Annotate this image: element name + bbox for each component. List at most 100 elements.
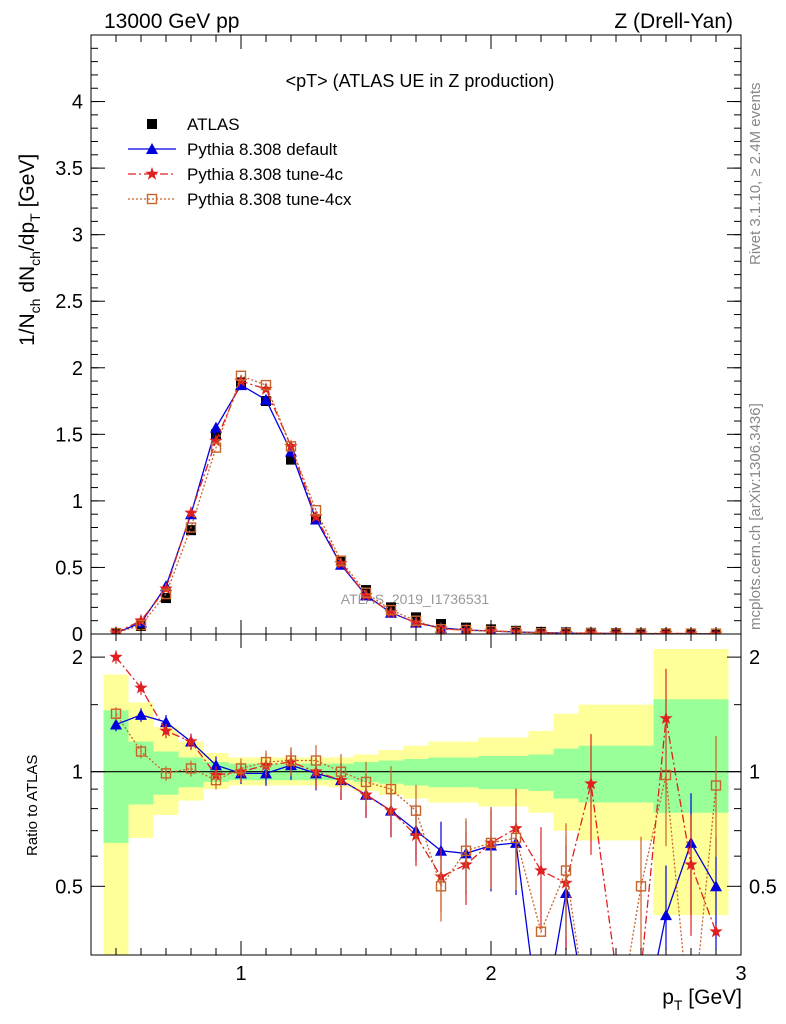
ratio-y-tick-label-left: 1: [72, 762, 83, 784]
ratio-point-pythia-8-308-tune-4cx: [485, 837, 497, 849]
main-point-atlas: [286, 454, 296, 465]
main-y-tick-label: 1.5: [55, 424, 83, 446]
main-y-tick-label: 3: [72, 225, 83, 247]
ratio-point-pythia-8-308-tune-4cx: [385, 783, 397, 795]
ratio-point-pythia-8-308-tune-4cx: [110, 708, 122, 719]
legend: ATLAS Pythia 8.308 default Pythia 8.308 tu…: [128, 115, 352, 209]
ratio-band-inner: [603, 745, 629, 803]
main-point-atlas: [186, 525, 196, 536]
main-point-pythia-8-308-tune-4cx: [335, 555, 347, 566]
ratio-band-inner: [453, 757, 479, 788]
main-y-tick-label: 3.5: [55, 158, 83, 180]
ratio-band-inner: [103, 710, 129, 843]
main-point-pythia-8-308-tune-4c: [159, 581, 173, 595]
main-point-pythia-8-308-tune-4cx: [185, 522, 197, 533]
ratio-point-pythia-8-308-tune-4c: [659, 711, 673, 725]
ratio-point-pythia-8-308-tune-4c: [534, 863, 548, 877]
main-y-tick-label: 4: [72, 92, 83, 114]
ratio-point-pythia-8-308-tune-4c: [109, 650, 123, 663]
ratio-point-pythia-8-308-tune-4cx: [335, 766, 347, 777]
main-y-tick-label: 2.5: [55, 291, 83, 313]
main-point-pythia-8-308-default: [260, 393, 272, 405]
ratio-point-pythia-8-308-tune-4cx: [460, 845, 472, 856]
main-y-tick-label: 0: [72, 624, 83, 646]
main-point-pythia-8-308-tune-4c: [209, 434, 223, 447]
legend-label-atlas: ATLAS: [187, 115, 240, 134]
ratio-point-pythia-8-308-tune-4cx: [660, 769, 672, 781]
ratio-point-pythia-8-308-tune-4c: [584, 776, 598, 790]
axes: 0 0.5 1 1.5 2 2.5 3 3.5 4 1 2 3 0.5 0.5 1 1 2 2: [55, 34, 777, 985]
ratio-y-tick-label-left: 0.5: [55, 876, 83, 898]
process-label: Z (Drell-Yan): [614, 10, 733, 33]
ratio-y-axis-label: Ratio to ATLAS: [24, 755, 41, 856]
ratio-point-pythia-8-308-tune-4c: [609, 964, 622, 977]
main-point-pythia-8-308-tune-4cx: [360, 587, 372, 598]
main-point-pythia-8-308-tune-4cx: [460, 624, 472, 634]
main-point-pythia-8-308-tune-4c: [334, 556, 348, 570]
ratio-point-pythia-8-308-tune-4cx: [510, 832, 522, 844]
main-point-pythia-8-308-tune-4c: [309, 509, 323, 523]
main-point-pythia-8-308-tune-4cx: [385, 604, 397, 616]
ratio-point-pythia-8-308-default: [135, 708, 147, 720]
ratio-y-tick-label-right: 2: [749, 647, 760, 669]
ratio-point-pythia-8-308-default: [110, 718, 122, 730]
ratio-point-pythia-8-308-tune-4cx: [535, 926, 547, 937]
legend-label-pythia-8-308-default: Pythia 8.308 default: [187, 140, 338, 159]
ratio-point-pythia-8-308-tune-4cx: [435, 881, 447, 892]
main-line-pythia-8-308-tune-4cx: [115, 374, 717, 634]
ratio-panel-data: [91, 650, 741, 977]
legend-marker-pythia-8-308-tune-4cx: [146, 193, 158, 205]
ratio-band-inner: [503, 755, 529, 790]
main-point-pythia-8-308-tune-4c: [359, 588, 373, 602]
ratio-point-pythia-8-308-tune-4cx: [285, 755, 297, 766]
ratio-point-pythia-8-308-tune-4c: [134, 680, 148, 694]
ratio-band-inner: [428, 757, 454, 788]
ratio-point-pythia-8-308-tune-4cx: [710, 780, 722, 791]
ratio-point-pythia-8-308-tune-4cx: [185, 763, 197, 774]
ratio-point-pythia-8-308-tune-4cx: [235, 763, 247, 774]
ratio-point-pythia-8-308-tune-4c: [184, 734, 198, 748]
ratio-band-inner: [553, 748, 579, 799]
energy-label: 13000 GeV pp: [104, 10, 239, 33]
main-point-pythia-8-308-tune-4c: [184, 505, 198, 519]
main-point-pythia-8-308-tune-4cx: [285, 441, 297, 452]
main-point-pythia-8-308-tune-4cx: [160, 588, 172, 600]
main-point-pythia-8-308-tune-4cx: [235, 370, 247, 381]
ratio-point-pythia-8-308-tune-4c: [684, 857, 698, 871]
ratio-band-inner: [528, 754, 554, 791]
ratio-point-pythia-8-308-tune-4c: [709, 924, 723, 938]
ratio-y-tick-label-right: 1: [749, 762, 760, 784]
ratio-point-pythia-8-308-tune-4cx: [160, 768, 172, 779]
main-point-pythia-8-308-tune-4cx: [410, 615, 422, 626]
ratio-point-pythia-8-308-tune-4cx: [635, 881, 647, 892]
ratio-point-pythia-8-308-tune-4cx: [210, 774, 222, 786]
plot-title: <pT> (ATLAS UE in Z production): [286, 71, 555, 91]
ratio-band-inner: [478, 755, 504, 790]
main-y-axis-label: 1/Nch dNch/dpT [GeV]: [16, 154, 43, 346]
legend-label-pythia-8-308-tune-4cx: Pythia 8.308 tune-4cx: [187, 190, 352, 209]
ratio-point-pythia-8-308-tune-4c: [634, 964, 647, 977]
x-tick-label: 3: [735, 963, 746, 985]
rivet-version-label: Rivet 3.1.10, ≥ 2.4M events: [747, 83, 764, 266]
ratio-point-pythia-8-308-tune-4c: [159, 723, 173, 737]
main-point-pythia-8-308-default: [235, 379, 247, 391]
legend-marker-pythia-8-308-tune-4c: [145, 167, 159, 180]
main-point-pythia-8-308-tune-4c: [384, 605, 398, 619]
ratio-point-pythia-8-308-default: [660, 909, 672, 921]
main-point-pythia-8-308-tune-4c: [409, 615, 423, 629]
main-y-tick-label: 2: [72, 358, 83, 380]
main-point-pythia-8-308-default: [210, 421, 222, 433]
x-tick-label: 2: [485, 963, 496, 985]
legend-marker-pythia-8-308-default: [146, 143, 158, 154]
main-point-pythia-8-308-tune-4cx: [210, 442, 222, 453]
ratio-point-pythia-8-308-default: [210, 759, 222, 771]
main-point-pythia-8-308-tune-4cx: [260, 379, 272, 391]
ratio-point-pythia-8-308-tune-4cx: [360, 776, 372, 788]
ratio-point-pythia-8-308-tune-4cx: [310, 755, 322, 766]
main-point-pythia-8-308-tune-4cx: [310, 505, 322, 516]
ratio-y-tick-label-right: 0.5: [749, 876, 777, 898]
mcplots-label: mcplots.cern.ch [arXiv:1306.3436]: [747, 403, 764, 630]
main-point-pythia-8-308-tune-4c: [259, 382, 273, 395]
ratio-point-pythia-8-308-tune-4cx: [560, 865, 572, 876]
